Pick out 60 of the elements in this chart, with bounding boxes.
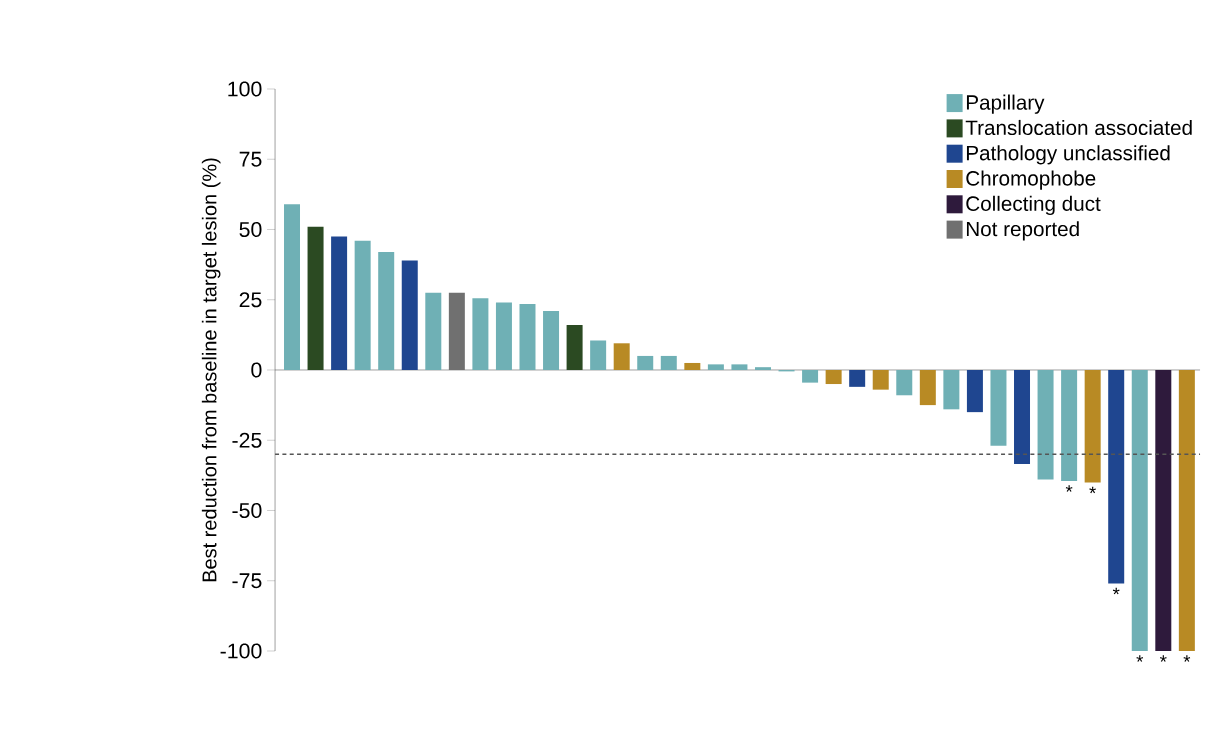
- data-label: *: [1159, 655, 1167, 662]
- bar: [1061, 369, 1078, 481]
- legend-label: Not reported: [966, 221, 1079, 241]
- bar: [401, 260, 418, 370]
- bar: [754, 367, 771, 370]
- legend-label: Chromophobe: [966, 170, 1096, 190]
- bar: [472, 298, 489, 370]
- bar: [284, 204, 301, 370]
- bar: [1084, 369, 1101, 483]
- bar: [495, 302, 512, 370]
- data-label: *: [1112, 587, 1120, 595]
- bar: [966, 369, 983, 413]
- bar: [943, 369, 960, 410]
- bar: [825, 369, 842, 385]
- data-label: *: [1089, 486, 1097, 494]
- y-tick-label: 0: [251, 362, 262, 378]
- legend-label: Pathology unclassified: [966, 145, 1170, 165]
- y-tick-label: -100: [220, 643, 262, 659]
- y-tick-label: 75: [239, 151, 262, 167]
- bar: [1014, 369, 1031, 465]
- y-tick-label: -75: [232, 573, 262, 589]
- bar: [802, 369, 819, 383]
- bar: [707, 364, 724, 370]
- bar: [543, 310, 560, 370]
- bar: [684, 362, 701, 370]
- y-axis-title: Best reduction from baseline in target lesion (%): [201, 158, 221, 582]
- bar: [637, 355, 654, 370]
- bar: [849, 369, 866, 387]
- bar: [354, 240, 371, 370]
- data-label: *: [1136, 655, 1144, 662]
- bar: [331, 236, 348, 370]
- bar: [919, 369, 936, 406]
- bar: [590, 340, 607, 370]
- bar: [872, 369, 889, 390]
- bar: [660, 355, 677, 370]
- bar: [1037, 369, 1054, 480]
- bar: [425, 292, 442, 370]
- bar: [896, 369, 913, 396]
- y-tick-label: 25: [239, 292, 262, 308]
- bar: [566, 325, 583, 370]
- y-tick-label: 100: [228, 81, 262, 97]
- bar: [1155, 369, 1172, 651]
- bar: [519, 303, 536, 370]
- bar: [448, 292, 465, 370]
- bar: [378, 251, 395, 370]
- bar: [731, 364, 748, 370]
- legend-label: Translocation associated: [965, 119, 1192, 136]
- bar: [613, 343, 630, 370]
- legend-label: Collecting duct: [966, 195, 1101, 216]
- legend-label: Papillary: [966, 94, 1045, 114]
- bar: [1178, 369, 1195, 651]
- bar: [1108, 369, 1125, 584]
- bar: [1131, 369, 1148, 651]
- bar: [307, 226, 324, 370]
- data-label: *: [1065, 485, 1073, 492]
- data-label: *: [1183, 655, 1191, 662]
- y-tick-label: -50: [232, 502, 262, 519]
- y-tick-label: -25: [232, 432, 262, 448]
- bar: [990, 369, 1007, 446]
- y-tick-label: 50: [239, 221, 262, 238]
